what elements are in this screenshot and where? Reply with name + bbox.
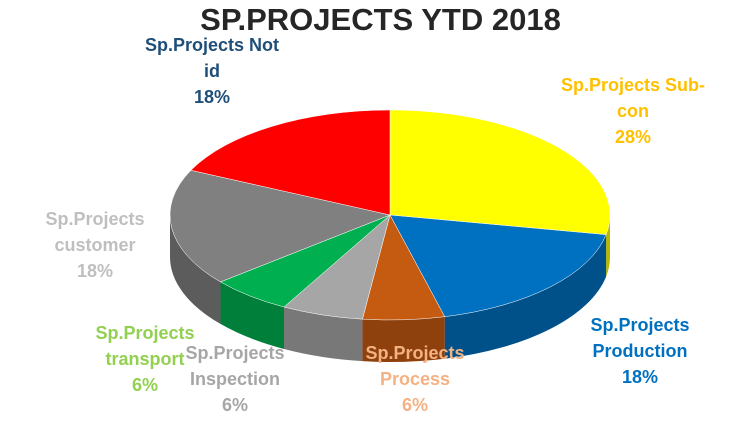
slice-side — [362, 316, 445, 362]
category-label: Sp.Projects Process — [365, 343, 465, 389]
data-label: Sp.Projects Production 18% — [565, 312, 715, 390]
category-label: Sp.Projects transport — [95, 323, 195, 369]
chart-title: SP.PROJECTS YTD 2018 — [200, 2, 561, 37]
value-label: 6% — [401, 395, 428, 415]
slice-side — [444, 234, 607, 359]
slice-side — [284, 307, 363, 362]
data-label: Sp.Projects Sub-con 28% — [558, 72, 708, 150]
value-label: 18% — [621, 367, 659, 387]
category-label: Sp.Projects Sub-con — [560, 75, 706, 121]
slice — [389, 214, 607, 317]
data-label: Sp.Projects transport 6% — [70, 320, 220, 398]
value-label: 6% — [131, 375, 158, 395]
data-label: Sp.Projects customer 18% — [20, 206, 170, 284]
data-label: Sp.Projects Not id 18% — [137, 32, 287, 110]
slice — [169, 170, 391, 283]
category-label: Sp.Projects Inspection — [185, 343, 285, 389]
value-label: 28% — [614, 127, 652, 147]
value-label: 18% — [193, 87, 231, 107]
data-label: Sp.Projects Inspection 6% — [160, 340, 310, 418]
data-label: Sp.Projects Process 6% — [340, 340, 490, 418]
slice-side — [220, 281, 285, 350]
slice-side — [606, 215, 610, 277]
slice — [389, 109, 611, 235]
category-label: Sp.Projects Not id — [144, 35, 280, 81]
value-label: 18% — [76, 261, 114, 281]
slice — [190, 109, 391, 216]
value-label: 6% — [221, 395, 248, 415]
slice-side — [170, 215, 221, 324]
category-label: Sp.Projects customer — [45, 209, 145, 255]
category-label: Sp.Projects Production — [590, 315, 690, 361]
